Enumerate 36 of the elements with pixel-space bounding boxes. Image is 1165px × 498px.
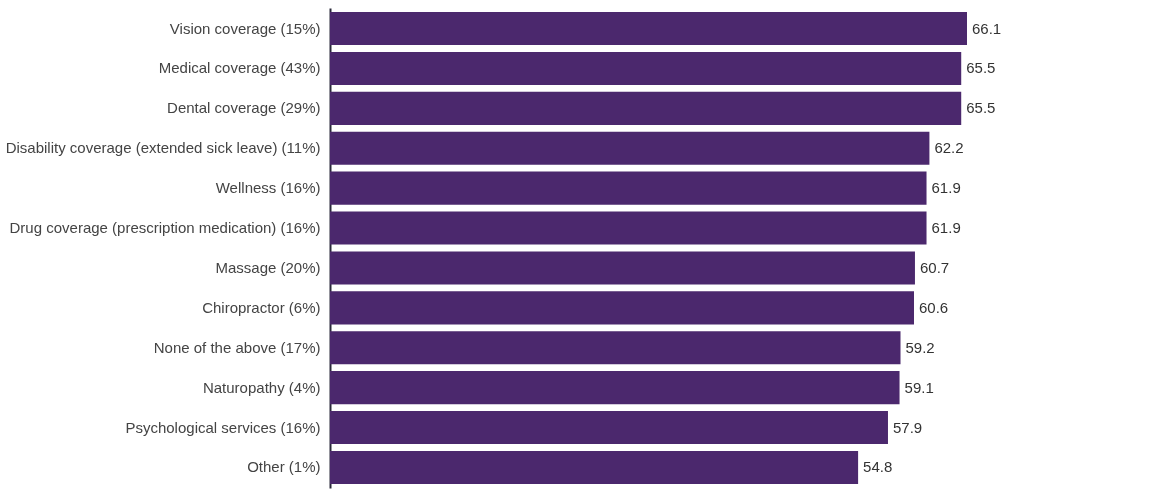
y-tick-label: Drug coverage (prescription medication) (16%) (9, 219, 321, 237)
data-label: 60.7 (919, 258, 950, 276)
y-tick-label: Dental coverage (29%) (167, 99, 321, 117)
data-label: 60.6 (919, 298, 949, 316)
data-label: 59.2 (905, 338, 935, 356)
y-tick-label: Massage (20%) (215, 258, 321, 276)
y-tick-label: Vision coverage (15%) (169, 19, 321, 37)
bar (330, 171, 927, 205)
data-label: 61.9 (931, 219, 961, 237)
bar (330, 450, 859, 485)
y-tick-label: Psychological services (16%) (125, 418, 321, 436)
bar (330, 11, 967, 46)
bar (330, 51, 962, 86)
data-label: 59.1 (904, 378, 934, 396)
y-tick-label: Wellness (16%) (215, 179, 321, 197)
y-tick-label: None of the above (17%) (153, 338, 321, 356)
bar (330, 211, 927, 245)
y-tick-label: Chiropractor (6%) (202, 298, 321, 316)
y-tick-label: Other (1%) (247, 458, 321, 476)
y-tick-label: Disability coverage (extended sick leave) (11%) (5, 139, 321, 157)
y-tick-label: Naturopathy (4%) (202, 378, 321, 396)
bar (330, 91, 962, 125)
data-label: 54.8 (863, 458, 893, 476)
bar (330, 331, 901, 365)
data-label: 66.1 (972, 19, 1002, 37)
bar (330, 410, 888, 445)
data-label: 65.5 (966, 99, 996, 117)
bar (330, 251, 915, 285)
data-label: 61.9 (931, 179, 961, 197)
data-label: 57.9 (892, 418, 923, 436)
bar (330, 131, 930, 165)
data-label: 65.5 (966, 59, 996, 77)
y-tick-label: Medical coverage (43%) (158, 59, 321, 77)
bar (330, 371, 900, 405)
bar (330, 291, 914, 325)
data-label: 62.2 (934, 139, 964, 157)
